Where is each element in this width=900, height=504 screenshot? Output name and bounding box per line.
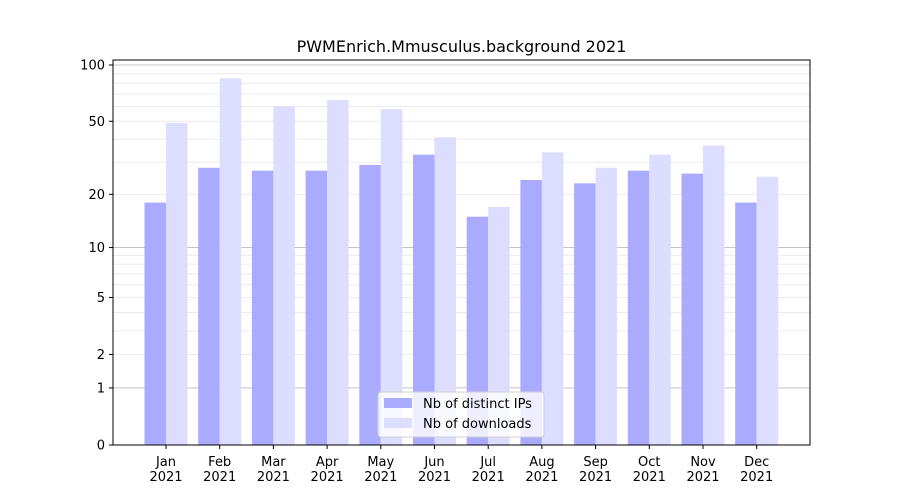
x-tick-label: Dec: [744, 455, 769, 470]
bar-downloads: [166, 122, 188, 446]
x-tick-label: Sep: [583, 455, 608, 470]
x-tick-label: Oct: [638, 455, 660, 470]
legend-swatch: [384, 418, 412, 428]
y-tick-label: 100: [80, 59, 105, 74]
bar-ips: [144, 202, 166, 445]
bar-ips: [413, 154, 435, 445]
x-tick-label: 2021: [740, 470, 773, 485]
x-tick-label: Apr: [316, 455, 339, 470]
x-tick-label: 2021: [579, 470, 612, 485]
x-tick-label: Jul: [479, 455, 496, 470]
bar-ips: [466, 216, 489, 445]
x-tick-label: 2021: [364, 470, 397, 485]
x-tick-label: 2021: [311, 470, 344, 485]
bar-downloads: [380, 109, 403, 445]
bar-downloads: [488, 207, 510, 445]
x-tick-label: May: [367, 455, 394, 470]
x-tick-label: 2021: [525, 470, 558, 485]
x-tick-label: 2021: [257, 470, 290, 485]
bar-downloads: [434, 137, 456, 445]
legend-label: Nb of downloads: [423, 417, 532, 432]
bar-ips: [198, 167, 220, 445]
bar-downloads: [756, 176, 779, 446]
bar-downloads: [219, 78, 242, 445]
bar-ips: [574, 183, 596, 445]
bar-downloads: [273, 106, 295, 446]
x-tick-label: 2021: [418, 470, 451, 485]
bar-ips: [359, 164, 381, 445]
bar-downloads: [327, 100, 349, 446]
x-tick-label: 2021: [686, 470, 719, 485]
x-tick-label: Jun: [423, 455, 444, 470]
x-tick-label: Mar: [261, 455, 286, 470]
y-tick-label: 50: [88, 115, 105, 130]
bar-ips: [735, 202, 757, 445]
bar-ips: [251, 170, 274, 445]
axes-frame: [112, 59, 811, 446]
y-tick-label: 5: [97, 291, 105, 306]
x-tick-label: Nov: [690, 455, 716, 470]
bar-downloads: [541, 152, 564, 446]
y-tick-label: 10: [88, 241, 105, 256]
bar-downloads: [595, 167, 618, 445]
y-tick-label: 2: [97, 348, 105, 363]
legend-label: Nb of distinct IPs: [423, 397, 532, 412]
legend-swatch: [384, 398, 412, 408]
y-tick-label: 20: [88, 188, 105, 203]
x-tick-label: 2021: [203, 470, 236, 485]
x-tick-label: Jan: [155, 455, 176, 470]
legend-box: [377, 391, 545, 438]
bar-downloads: [649, 154, 671, 445]
x-tick-label: Feb: [208, 455, 231, 470]
chart-title: PWMEnrich.Mmusculus.background 2021: [297, 37, 627, 56]
bar-ips: [520, 179, 542, 446]
x-tick-label: 2021: [633, 470, 666, 485]
bar-ips: [681, 173, 703, 445]
bar-ips: [627, 170, 650, 445]
bar-downloads: [703, 145, 725, 445]
x-tick-label: Aug: [529, 455, 554, 470]
y-tick-label: 1: [97, 381, 105, 396]
x-tick-label: 2021: [149, 470, 182, 485]
bar-ips: [305, 170, 328, 445]
x-tick-label: 2021: [472, 470, 505, 485]
y-tick-label: 0: [97, 439, 105, 454]
